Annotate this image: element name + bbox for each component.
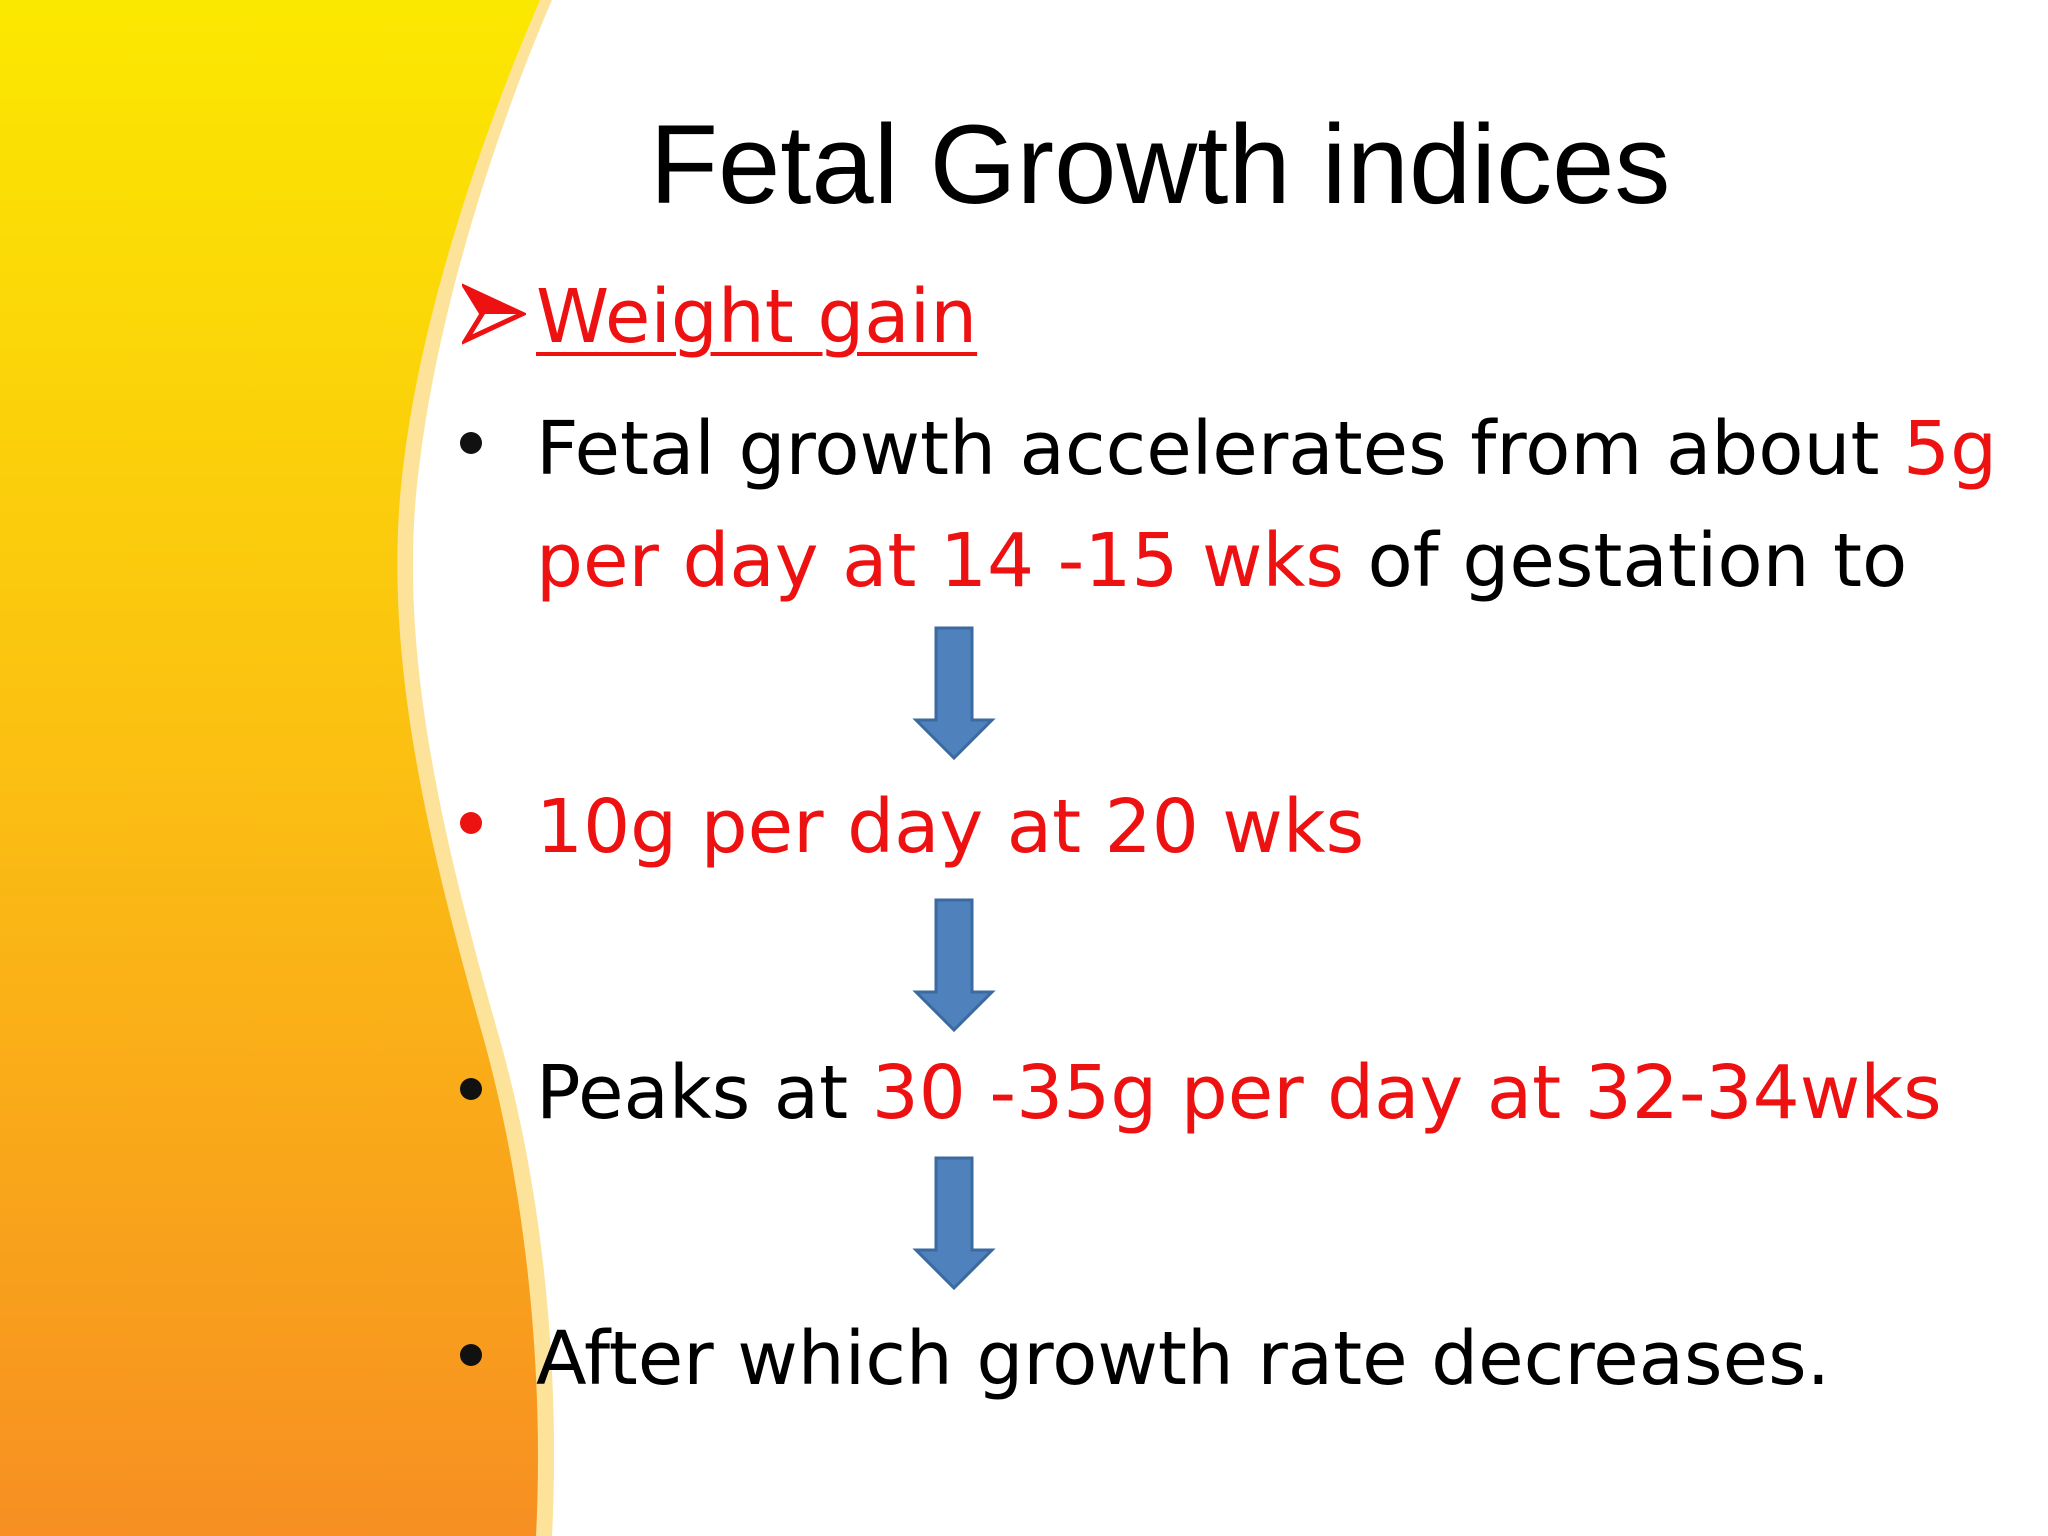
bullet-3-text-red: 30 -35g per day at 32-34wks <box>871 1050 1942 1136</box>
bullet-dot <box>460 1078 482 1100</box>
down-arrow-icon <box>912 626 996 761</box>
bullet-3-text-black: Peaks at <box>536 1050 872 1136</box>
bullet-1-line-2-red: per day at 14 -15 wks <box>536 518 1344 604</box>
down-arrow-icon <box>912 1156 996 1291</box>
bullet-dot <box>460 1344 482 1366</box>
bullet-2-text: 10g per day at 20 wks <box>536 784 1365 870</box>
bullet-1-text-red: 5g <box>1902 406 1998 492</box>
bullet-1-line-2: per day at 14 -15 wks of gestation to <box>536 506 1907 616</box>
down-arrow-icon <box>912 898 996 1033</box>
bullet-1-text-black: Fetal growth accelerates from about <box>536 406 1903 492</box>
bullet-3-text: Peaks at 30 -35g per day at 32-34wks <box>536 1038 1942 1148</box>
bullet-dot <box>460 432 482 454</box>
bullet-dot-red <box>460 812 482 834</box>
section-heading: Weight gain <box>536 262 977 372</box>
heading-text: Weight gain <box>536 274 978 360</box>
bullet-1-line-2-black: of gestation to <box>1343 518 1908 604</box>
arrowhead-bullet-icon <box>462 283 526 345</box>
bullet-4-text: After which growth rate decreases. <box>536 1316 1831 1402</box>
bullet-1-line-1: Fetal growth accelerates from about 5g <box>536 394 1997 504</box>
slide-title: Fetal Growth indices <box>649 102 1671 227</box>
